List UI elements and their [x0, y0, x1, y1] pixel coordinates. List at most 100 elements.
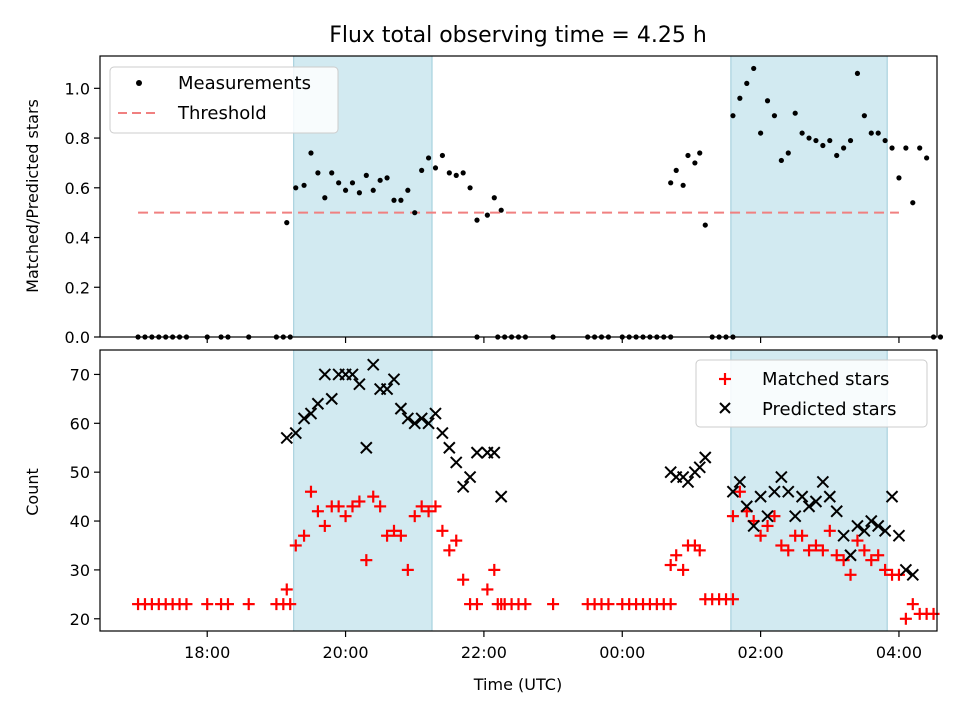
- predicted-stars-point: [436, 426, 449, 440]
- measurement-point: [792, 110, 798, 116]
- predicted-stars-point: [878, 524, 892, 538]
- matched-stars-point: [201, 598, 214, 611]
- predicted-stars-point: [885, 490, 899, 503]
- measurement-point: [673, 167, 679, 173]
- predicted-stars-point: [740, 500, 753, 513]
- measurement-point: [668, 180, 674, 186]
- top-plot-frame: [99, 55, 938, 338]
- predicted-stars-point: [325, 392, 338, 406]
- matched-stars-point: [481, 583, 494, 596]
- top-panel: 0.0 0.2 0.4 0.6 0.8 1.0 Matched/Predicted sta…: [23, 55, 944, 347]
- matched-stars-point: [899, 612, 912, 625]
- measurement-point: [827, 137, 833, 144]
- matched-stars-point: [450, 534, 463, 547]
- matched-stars-point: [865, 554, 878, 567]
- x-tick-label: 04:00: [876, 643, 922, 662]
- predicted-stars-point: [761, 509, 774, 523]
- matched-stars-point: [242, 598, 255, 611]
- predicted-stars-point: [816, 475, 830, 489]
- matched-stars-point: [602, 598, 615, 611]
- measurement-point: [363, 172, 369, 178]
- predicted-stars-point: [360, 441, 373, 454]
- measurement-point: [384, 175, 390, 181]
- measurement-point: [868, 130, 874, 136]
- matched-stars-point: [816, 544, 829, 557]
- predicted-stars-point: [415, 412, 428, 425]
- bottom-panel: 20 30 40 50 60 70 18:00 20:00 22:00 00:00 02:00 04…: [23, 349, 940, 694]
- measurement-point: [284, 220, 290, 226]
- measurement-point: [419, 167, 425, 173]
- measurement-point: [764, 98, 771, 104]
- measurement-point: [785, 150, 791, 156]
- y-tick-label: 0.8: [65, 129, 90, 148]
- measurement-point: [322, 195, 328, 201]
- measurement-point: [697, 150, 703, 156]
- bottom-legend: Matched stars Predicted stars: [695, 359, 928, 428]
- measurement-point: [370, 187, 376, 193]
- matched-stars-point: [519, 598, 532, 611]
- legend-predicted-label: Predicted stars: [762, 399, 896, 420]
- matched-stars-point: [754, 529, 767, 542]
- measurement-point: [889, 145, 895, 151]
- matched-stars-point: [872, 549, 885, 562]
- matched-stars-point: [339, 510, 352, 523]
- measurement-point: [460, 170, 466, 176]
- predicted-stars-point: [681, 475, 695, 489]
- y-tick-label: 0.2: [65, 278, 90, 297]
- matched-stars-point: [664, 559, 677, 572]
- measurement-point: [336, 180, 342, 186]
- matched-stars-point: [311, 505, 324, 518]
- measurement-point: [342, 187, 349, 193]
- matched-stars-point: [693, 544, 706, 557]
- predicted-stars-point: [422, 417, 435, 430]
- matched-stars-point: [726, 593, 739, 606]
- top-legend: Measurements Threshold: [109, 66, 339, 134]
- legend-threshold-label: Threshold: [177, 103, 267, 124]
- measurement-point: [377, 177, 383, 183]
- measurement-point: [498, 207, 504, 213]
- measurement-point: [329, 170, 335, 176]
- measurement-point: [301, 182, 307, 188]
- measurement-point: [834, 152, 840, 159]
- y-tick-label: 0.0: [65, 328, 90, 347]
- measurement-point: [737, 95, 743, 101]
- measurement-point: [758, 130, 764, 136]
- predicted-stars-point: [280, 431, 293, 445]
- matched-stars-point: [782, 544, 795, 557]
- measurement-point: [491, 195, 497, 201]
- predicted-stars-point: [795, 490, 809, 503]
- measurement-point: [680, 182, 686, 188]
- matched-stars-point: [837, 554, 850, 567]
- measurement-point: [744, 80, 750, 86]
- x-tick-label: 18:00: [184, 643, 230, 662]
- measurement-point: [349, 180, 356, 186]
- measurement-point: [685, 152, 691, 159]
- bottom-y-axis-label: Count: [23, 468, 42, 516]
- legend-measurements-marker: [136, 80, 142, 86]
- matched-stars-point: [221, 598, 234, 611]
- predicted-stars-point: [892, 529, 906, 542]
- measurement-point: [474, 217, 480, 223]
- measurement-point: [841, 145, 847, 151]
- measurement-point: [751, 65, 757, 72]
- x-tick-label: 02:00: [738, 643, 784, 662]
- predicted-stars-point: [837, 529, 850, 542]
- predicted-stars-point: [311, 397, 325, 410]
- measurement-point: [356, 190, 363, 196]
- predicted-stars-point: [380, 382, 394, 396]
- measurement-point: [315, 170, 321, 176]
- measurement-point: [453, 172, 459, 178]
- measurement-point: [854, 70, 861, 77]
- predicted-stars-point: [429, 407, 442, 420]
- matched-stars-point: [488, 563, 501, 576]
- bottom-plot-frame: [99, 349, 938, 632]
- predicted-stars-point: [297, 412, 311, 425]
- matched-stars-point: [289, 539, 302, 552]
- matched-stars-point: [346, 500, 359, 513]
- y-tick-label: 30: [70, 561, 90, 580]
- predicted-stars-point: [470, 446, 484, 459]
- matched-stars-point: [280, 583, 293, 596]
- y-tick-label: 60: [70, 414, 90, 433]
- matched-stars-point: [733, 485, 746, 498]
